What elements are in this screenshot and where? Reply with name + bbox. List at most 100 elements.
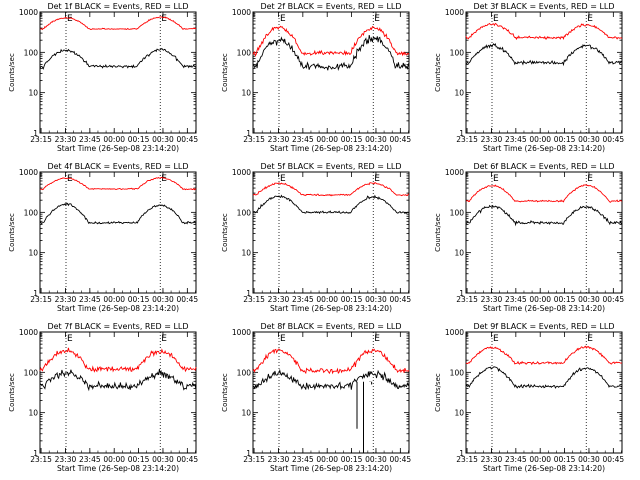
series-line-lld: [465, 345, 623, 366]
x-tick-label: 00:00: [529, 455, 551, 464]
x-tick-label: 23:30: [268, 295, 290, 304]
y-axis-label: Counts/sec: [434, 213, 442, 252]
x-tick-label: 00:00: [103, 295, 125, 304]
y-tick-label: 1: [246, 449, 251, 458]
x-tick-label: 00:30: [152, 135, 174, 144]
plot-frame: [39, 331, 197, 454]
y-axis-label: Counts/sec: [8, 213, 16, 252]
y-tick-label: 1000: [19, 168, 38, 177]
panel-title: Det 2f BLACK = Events, RED = LLD: [260, 2, 401, 11]
x-tick-label: 23:30: [481, 295, 503, 304]
x-tick-label: 00:15: [128, 455, 150, 464]
x-tick-label: 23:45: [292, 295, 314, 304]
x-tick-label: 00:45: [603, 295, 625, 304]
plot-frame: [465, 331, 623, 454]
x-tick-label: 23:15: [243, 135, 265, 144]
x-tick-label: 00:00: [316, 135, 338, 144]
x-tick-label: 00:15: [341, 455, 363, 464]
eclipse-marker-label: E: [280, 14, 286, 24]
x-tick-label: 23:30: [55, 135, 77, 144]
x-tick-label: 00:00: [316, 295, 338, 304]
series-line-events: [252, 368, 410, 391]
panel-title: Det 4f BLACK = Events, RED = LLD: [47, 162, 188, 171]
x-tick-label: 23:45: [505, 455, 527, 464]
x-tick-label: 23:15: [456, 455, 478, 464]
y-tick-label: 1000: [445, 8, 464, 17]
x-tick-label: 23:45: [79, 455, 101, 464]
x-tick-label: 00:15: [341, 295, 363, 304]
y-tick-label: 1: [459, 129, 464, 138]
plot-frame: [252, 171, 410, 294]
x-tick-label: 23:15: [456, 295, 478, 304]
eclipse-marker-label: E: [587, 334, 593, 344]
series-line-events: [252, 34, 410, 71]
series-line-lld: [465, 184, 623, 203]
y-tick-label: 10: [28, 89, 38, 98]
x-tick-label: 00:45: [177, 455, 199, 464]
series-line-lld: [465, 22, 623, 41]
y-tick-label: 1: [246, 129, 251, 138]
y-tick-label: 1000: [232, 8, 251, 17]
x-axis-label: Start Time (26-Sep-08 23:14:20): [483, 464, 605, 473]
eclipse-marker-label: E: [161, 334, 167, 344]
y-tick-label: 100: [24, 208, 39, 217]
eclipse-marker-label: E: [493, 14, 499, 24]
panel-title: Det 7f BLACK = Events, RED = LLD: [47, 322, 188, 331]
series-line-events: [252, 194, 410, 215]
eclipse-marker-label: E: [280, 174, 286, 184]
x-tick-label: 00:30: [365, 135, 387, 144]
y-tick-label: 100: [237, 208, 252, 217]
y-tick-label: 10: [28, 249, 38, 258]
eclipse-marker-label: E: [374, 14, 380, 24]
detector-panel-3: Det 3f BLACK = Events, RED = LLD 1 10 100 10…: [434, 2, 624, 153]
series-line-events: [465, 366, 623, 389]
y-tick-label: 10: [454, 89, 464, 98]
panel-title: Det 5f BLACK = Events, RED = LLD: [260, 162, 401, 171]
x-tick-label: 00:45: [390, 295, 412, 304]
x-tick-label: 23:15: [30, 455, 52, 464]
y-tick-label: 1: [459, 449, 464, 458]
y-tick-label: 10: [28, 409, 38, 418]
x-tick-label: 23:45: [292, 135, 314, 144]
detector-panel-2: Det 2f BLACK = Events, RED = LLD 1 10 100 10…: [221, 2, 411, 153]
x-tick-label: 23:15: [243, 455, 265, 464]
x-tick-label: 23:30: [268, 455, 290, 464]
x-tick-label: 00:15: [341, 135, 363, 144]
y-tick-label: 1: [459, 289, 464, 298]
y-tick-label: 100: [450, 48, 465, 57]
y-axis-label: Counts/sec: [221, 53, 229, 92]
y-tick-label: 1: [33, 129, 38, 138]
x-tick-label: 23:45: [79, 135, 101, 144]
y-tick-label: 1000: [232, 328, 251, 337]
x-tick-label: 00:00: [529, 135, 551, 144]
panel-title: Det 6f BLACK = Events, RED = LLD: [473, 162, 614, 171]
series-line-lld: [39, 16, 197, 31]
detector-panel-6: Det 6f BLACK = Events, RED = LLD 1 10 100 10…: [434, 162, 624, 313]
plot-frame: [465, 11, 623, 134]
x-axis-label: Start Time (26-Sep-08 23:14:20): [483, 144, 605, 153]
y-tick-label: 10: [241, 89, 251, 98]
panel-title: Det 8f BLACK = Events, RED = LLD: [260, 322, 401, 331]
x-axis-label: Start Time (26-Sep-08 23:14:20): [57, 304, 179, 313]
y-tick-label: 1: [33, 449, 38, 458]
x-axis-label: Start Time (26-Sep-08 23:14:20): [57, 144, 179, 153]
y-tick-label: 100: [24, 368, 39, 377]
x-tick-label: 00:30: [152, 295, 174, 304]
series-line-lld: [252, 182, 409, 197]
x-tick-label: 00:30: [365, 295, 387, 304]
series-line-events: [465, 204, 623, 227]
plot-frame: [252, 11, 410, 134]
series-line-lld: [252, 348, 410, 375]
plot-frame: [39, 11, 197, 134]
y-tick-label: 1000: [445, 328, 464, 337]
y-tick-label: 10: [241, 409, 251, 418]
series-line-lld: [252, 25, 410, 58]
y-tick-label: 10: [241, 249, 251, 258]
y-axis-label: Counts/sec: [434, 53, 442, 92]
x-tick-label: 00:30: [578, 135, 600, 144]
eclipse-marker-label: E: [493, 334, 499, 344]
x-tick-label: 23:15: [30, 295, 52, 304]
panel-title: Det 3f BLACK = Events, RED = LLD: [473, 2, 614, 11]
x-tick-label: 23:30: [268, 135, 290, 144]
y-tick-label: 1000: [19, 328, 38, 337]
